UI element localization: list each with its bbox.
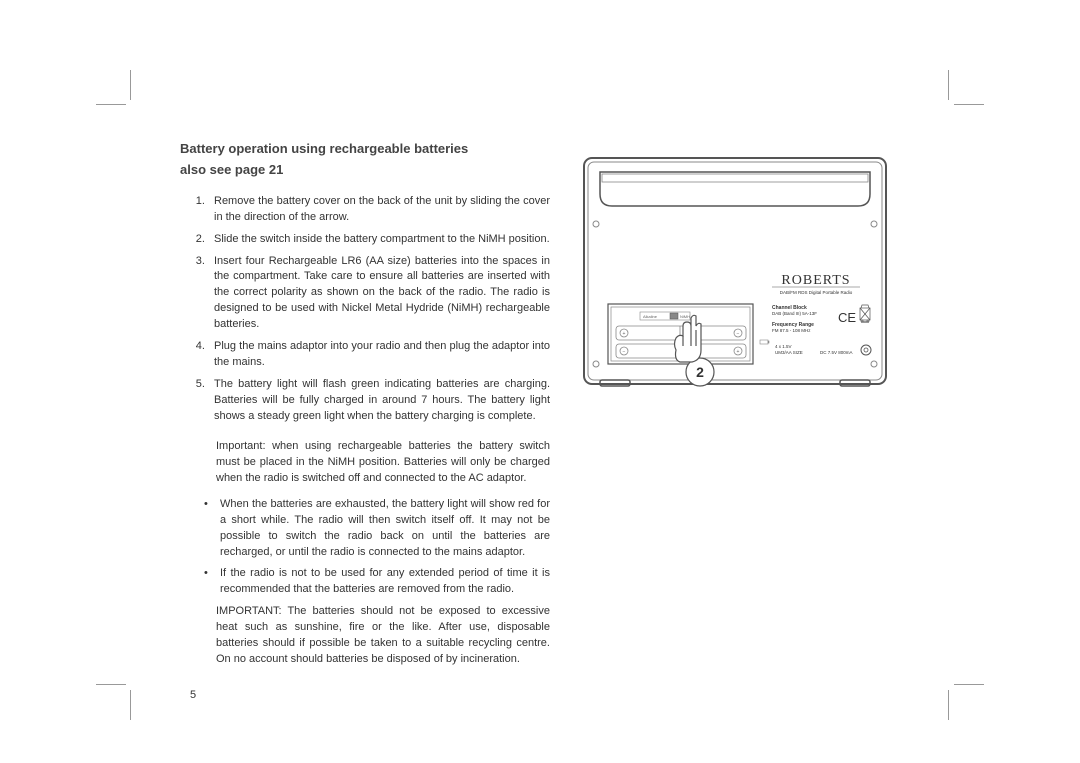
manual-page: Battery operation using rechargeable bat… xyxy=(180,140,900,704)
channel-block-value: DAB (Band III) 5A-13F xyxy=(772,311,817,316)
pointing-hand-icon: 2 xyxy=(672,306,714,386)
svg-text:+: + xyxy=(623,331,626,337)
sub-brand-label: DAB/FM RDS Digital Portable Radio xyxy=(780,290,853,295)
text-column: Battery operation using rechargeable bat… xyxy=(180,140,550,704)
brand-label: ROBERTS xyxy=(781,273,850,288)
diagram-column: ROBERTS DAB/FM RDS Digital Portable Radi… xyxy=(580,140,900,704)
page-number: 5 xyxy=(190,688,550,704)
svg-text:+: + xyxy=(737,349,740,355)
instruction-list: Remove the battery cover on the back of … xyxy=(180,194,550,425)
switch-label: Alkaline xyxy=(643,314,658,319)
svg-text:−: − xyxy=(737,331,740,337)
important-note-2: IMPORTANT: The batteries should not be e… xyxy=(216,604,550,668)
battery-icons xyxy=(760,340,769,344)
battery-voltage-label: 4 x 1.5V xyxy=(775,344,792,349)
weee-bin-icon xyxy=(860,305,870,322)
section-title: Battery operation using rechargeable bat… xyxy=(180,140,550,159)
radio-back-diagram: ROBERTS DAB/FM RDS Digital Portable Radi… xyxy=(580,154,890,404)
bullet-item: When the batteries are exhausted, the ba… xyxy=(208,497,550,561)
step-item: Remove the battery cover on the back of … xyxy=(208,194,550,226)
switch-label-2: NiMH xyxy=(680,314,690,319)
svg-text:−: − xyxy=(623,349,626,355)
battery-type-label: UM3/AA SIZE xyxy=(775,350,803,355)
callout-number: 2 xyxy=(696,364,704,380)
dc-spec-label: DC 7.5V 800mA xyxy=(820,350,853,355)
bullet-list: When the batteries are exhausted, the ba… xyxy=(180,497,550,599)
ce-mark: CE xyxy=(838,310,856,325)
step-item: Plug the mains adaptor into your radio a… xyxy=(208,339,550,371)
step-item: Slide the switch inside the battery comp… xyxy=(208,232,550,248)
step-item: Insert four Rechargeable LR6 (AA size) b… xyxy=(208,254,550,334)
freq-range-value: FM 87.5 - 108 MHz xyxy=(772,328,811,333)
section-subtitle: also see page 21 xyxy=(180,161,550,180)
important-note: Important: when using rechargeable batte… xyxy=(216,439,550,487)
step-item: The battery light will flash green indic… xyxy=(208,377,550,425)
bullet-item: If the radio is not to be used for any e… xyxy=(208,566,550,598)
